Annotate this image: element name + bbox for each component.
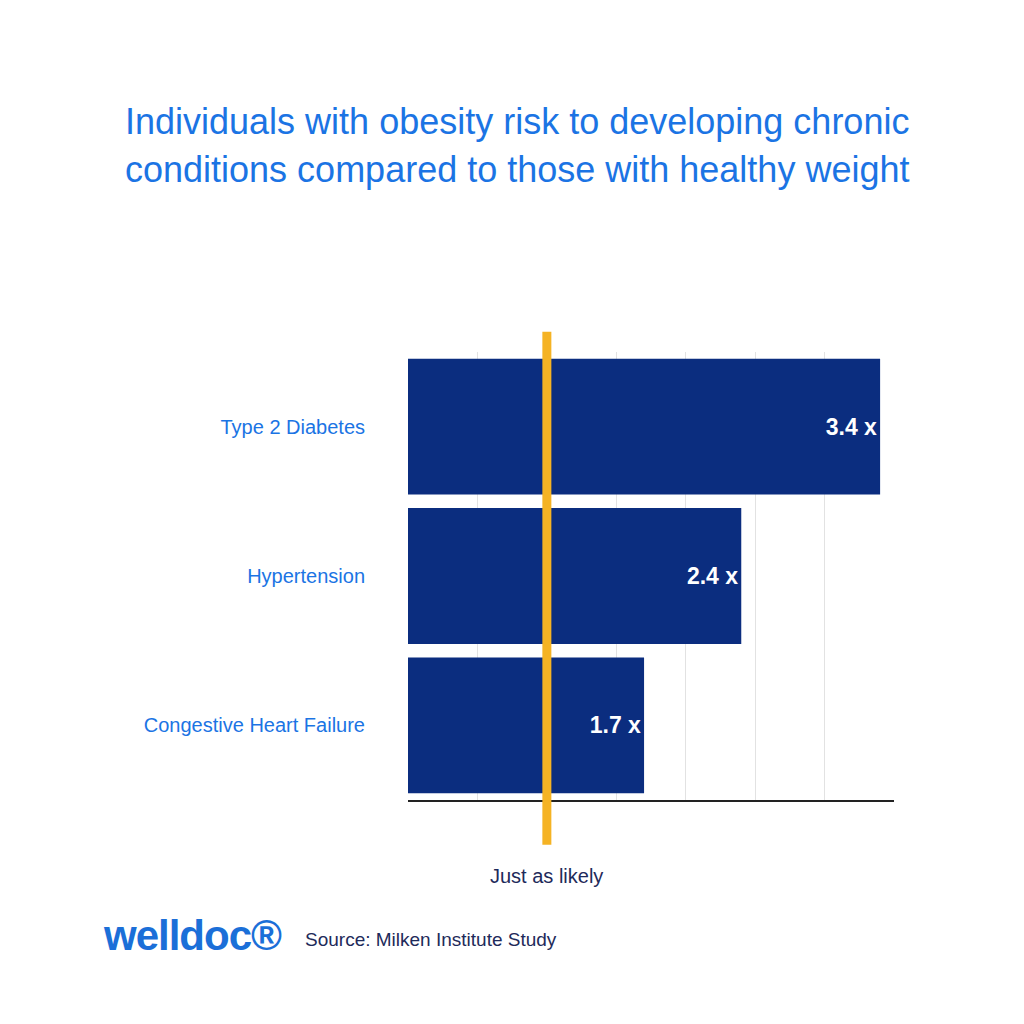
svg-text:Congestive Heart Failure: Congestive Heart Failure [144, 714, 365, 736]
html-text:Source: Milken Institute Study: Source: Milken Institute Study [305, 929, 557, 950]
svg-text:1.7 x: 1.7 x [590, 712, 641, 738]
svg-text:Just as likely: Just as likely [490, 865, 603, 887]
svg-text:3.4 x: 3.4 x [826, 414, 877, 440]
html-text:welldoc®: welldoc® [104, 912, 281, 959]
html-text:Individuals with obesity risk: Individuals with obesity risk to develop… [125, 101, 910, 190]
svg-text:Hypertension: Hypertension [247, 565, 365, 587]
svg-text:Type 2 Diabetes: Type 2 Diabetes [220, 416, 365, 438]
svg-text:2.4 x: 2.4 x [687, 563, 738, 589]
